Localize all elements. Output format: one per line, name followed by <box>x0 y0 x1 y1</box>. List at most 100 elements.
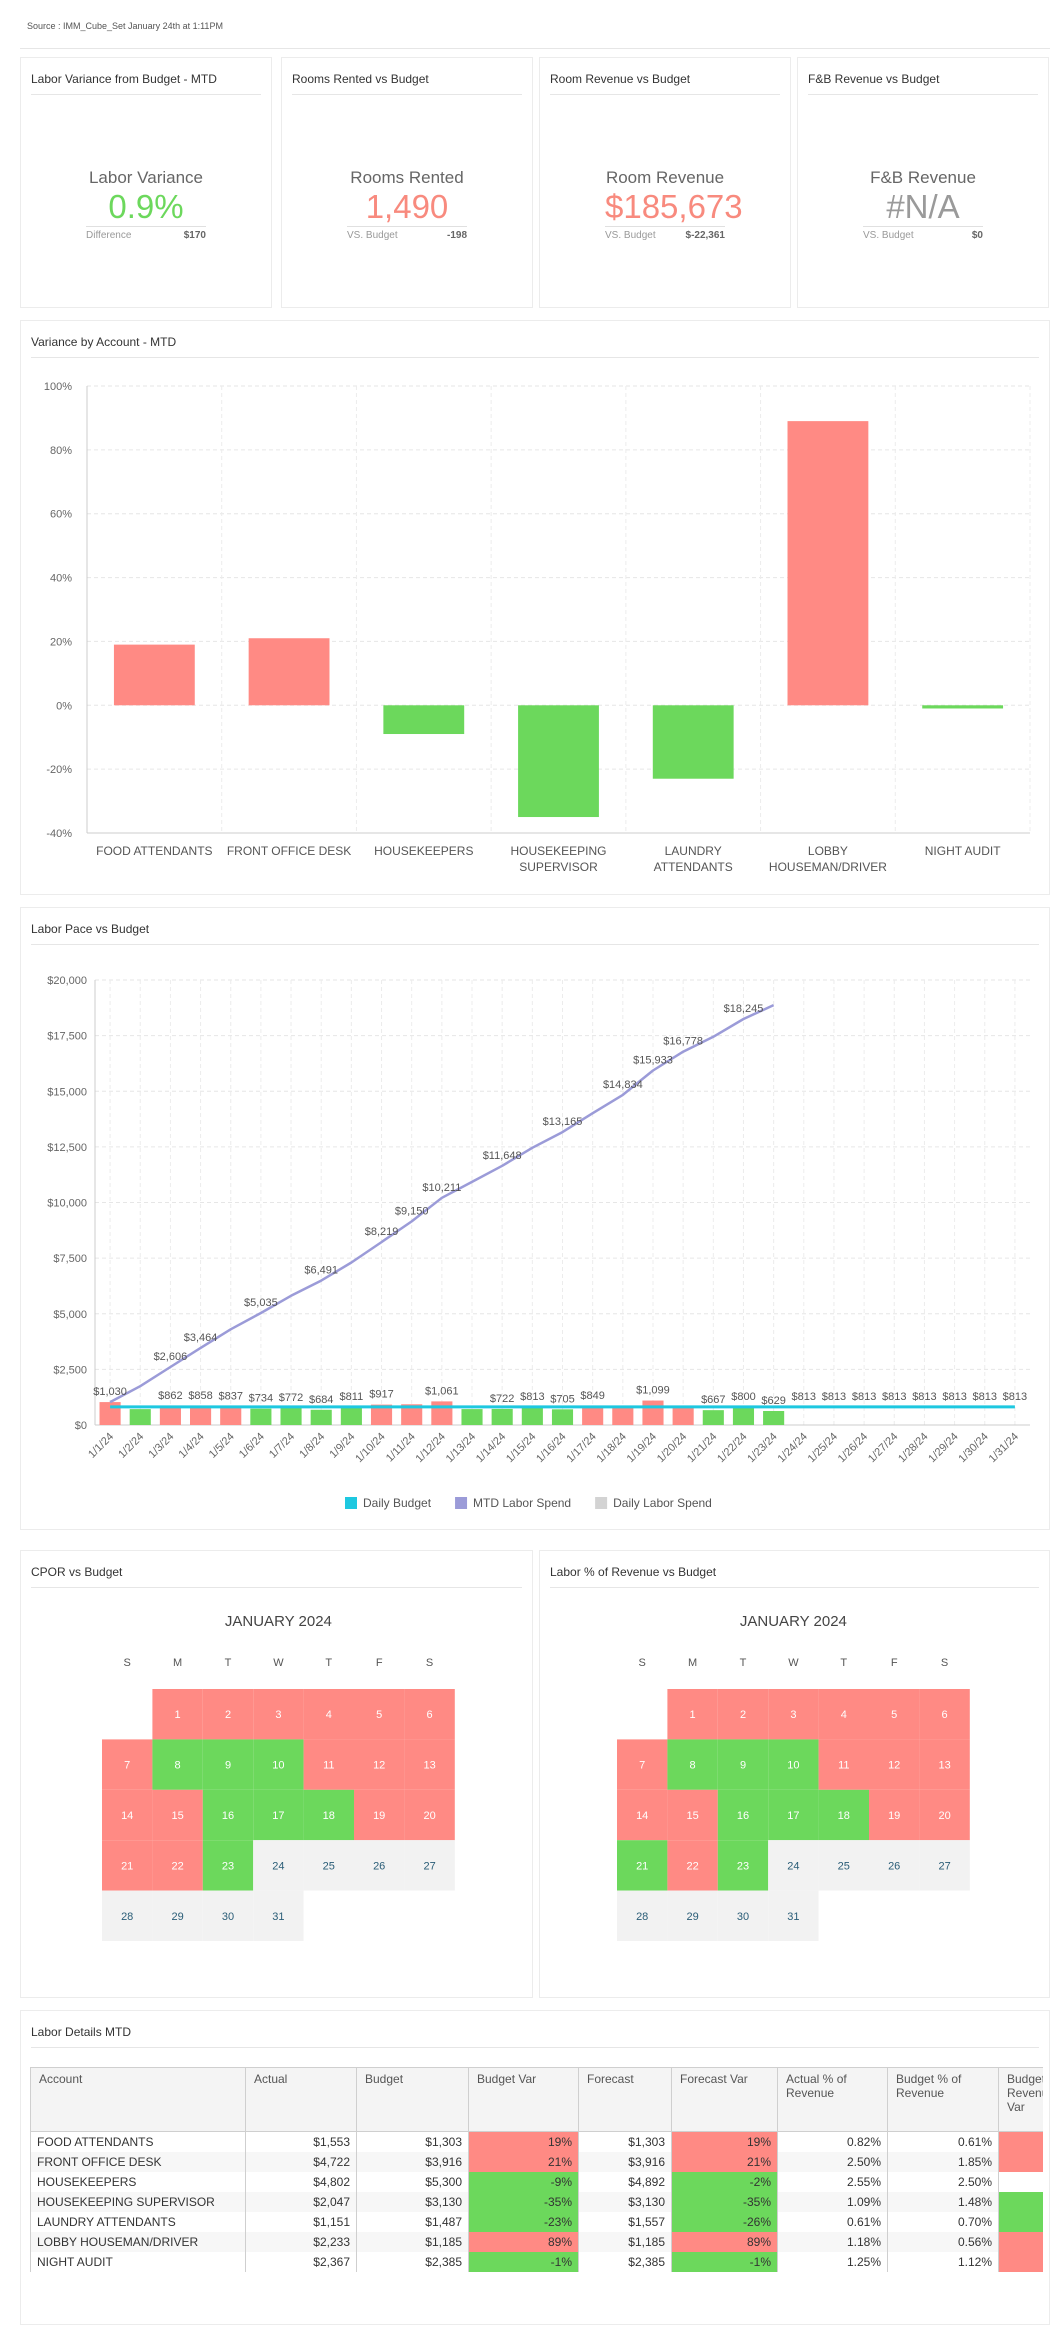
day-cell <box>253 1789 304 1841</box>
day-number: 29 <box>686 1911 698 1923</box>
table-cell <box>998 2232 1043 2252</box>
data-label: $813 <box>792 1391 816 1403</box>
calendar-month: JANUARY 2024 <box>225 1613 332 1630</box>
table-cell: 0.82% <box>777 2131 888 2152</box>
day-number: 16 <box>222 1810 234 1822</box>
legend-swatch <box>595 1497 608 1509</box>
table-cell: $3,130 <box>578 2192 672 2212</box>
x-tick-label: 1/5/24 <box>207 1431 237 1461</box>
bar <box>190 1405 212 1425</box>
source-note: Source : IMM_Cube_Set January 24th at 1:… <box>27 21 223 31</box>
table-cell: 21% <box>671 2152 778 2172</box>
table-cell: 1.25% <box>777 2252 888 2272</box>
data-label: $813 <box>882 1391 906 1403</box>
bar <box>702 1410 724 1425</box>
day-cell <box>354 1739 405 1790</box>
table-cell: LAUNDRY ATTENDANTS <box>30 2212 246 2232</box>
table-head: Account Actual Budget Budget Var Forecast For… <box>30 2067 1043 2132</box>
day-number: 11 <box>323 1760 334 1772</box>
day-number: 4 <box>326 1709 332 1721</box>
bar <box>672 1406 694 1425</box>
day-number: 27 <box>423 1860 435 1872</box>
day-cell <box>152 1789 203 1841</box>
table-cell: 89% <box>671 2232 778 2252</box>
day-number: 6 <box>942 1709 948 1721</box>
data-label: $862 <box>158 1390 182 1402</box>
day-number: 18 <box>323 1810 335 1822</box>
y-tick-label: $2,500 <box>53 1364 87 1376</box>
column-header: Actual % of Revenue <box>777 2067 888 2132</box>
column-header: Budget Var <box>468 2067 579 2132</box>
day-cell <box>102 1789 153 1841</box>
legend-swatch <box>345 1497 357 1509</box>
weekday-label: M <box>173 1657 182 1669</box>
bar <box>159 1405 181 1425</box>
y-tick-label: 20% <box>50 636 72 648</box>
kpi-sub-label: VS. Budget <box>605 230 656 241</box>
day-cell <box>667 1840 718 1891</box>
day-cell <box>152 1890 203 1941</box>
x-tick-label: 1/2/24 <box>116 1431 146 1461</box>
day-cell <box>869 1789 920 1841</box>
bar <box>340 1406 362 1425</box>
table-cell: 2.50% <box>887 2172 999 2192</box>
day-number: 3 <box>790 1709 796 1721</box>
bar <box>250 1408 272 1425</box>
day-cell <box>768 1739 819 1790</box>
data-label: $813 <box>942 1391 966 1403</box>
day-number: 10 <box>787 1760 799 1772</box>
x-tick-label: 1/12/24 <box>414 1431 448 1465</box>
data-label: $813 <box>1003 1391 1027 1403</box>
table-cell <box>998 2131 1043 2152</box>
card: Labor Variance from Budget - MTD Labor Va… <box>20 57 272 308</box>
bar <box>370 1404 393 1425</box>
x-tick-label: 1/28/24 <box>896 1431 930 1465</box>
data-label: $813 <box>912 1391 936 1403</box>
day-number: 1 <box>175 1709 181 1721</box>
day-cell <box>869 1840 920 1891</box>
y-tick-label: $5,000 <box>53 1309 87 1321</box>
day-cell <box>404 1840 455 1891</box>
day-cell <box>717 1689 769 1740</box>
day-cell <box>354 1689 405 1740</box>
labor-table: Account Actual Budget Budget Var Forecast For… <box>30 2067 1043 2272</box>
x-tick-label: 1/18/24 <box>595 1431 629 1465</box>
day-number: 30 <box>222 1911 234 1923</box>
day-number: 26 <box>373 1860 385 1872</box>
day-cell <box>919 1840 970 1891</box>
day-cell <box>717 1789 769 1841</box>
x-tick-label: 1/30/24 <box>956 1431 990 1465</box>
kpi-sub: VS. Budget -198 <box>347 230 467 241</box>
bar <box>248 638 330 706</box>
table-cell: $2,233 <box>245 2232 357 2252</box>
day-cell <box>869 1689 920 1740</box>
table-cell: $1,151 <box>245 2212 357 2232</box>
day-number: 2 <box>740 1709 746 1721</box>
weekday-label: T <box>225 1657 232 1669</box>
table-cell: $1,557 <box>578 2212 672 2232</box>
card-title: Rooms Rented vs Budget <box>292 72 522 95</box>
bar <box>642 1400 664 1425</box>
legend-label: Daily Budget <box>363 1496 432 1510</box>
kpi-block: Room Revenue $185,673 VS. Budget $-22,361 <box>605 168 743 241</box>
card-title: Labor Details MTD <box>31 2025 1039 2048</box>
day-number: 13 <box>938 1760 950 1772</box>
kpi-sub: VS. Budget $0 <box>863 230 983 241</box>
y-tick-label: $12,500 <box>47 1142 87 1154</box>
day-cell <box>202 1789 254 1841</box>
x-tick-label: 1/27/24 <box>866 1431 900 1465</box>
table-cell: $2,385 <box>356 2252 469 2272</box>
kpi-sub-value: $-22,361 <box>685 230 725 241</box>
x-tick-label: 1/10/24 <box>353 1431 387 1465</box>
table-cell: $1,553 <box>245 2131 357 2152</box>
day-cell <box>253 1739 304 1790</box>
table-cell: $3,916 <box>356 2152 469 2172</box>
divider <box>20 48 1050 49</box>
kpi-sub: VS. Budget $-22,361 <box>605 230 725 241</box>
x-tick-label: 1/6/24 <box>237 1431 267 1461</box>
table-row: HOUSEKEEPERS $4,802 $5,300 -9% $4,892 -2% 2.55… <box>30 2172 1043 2192</box>
day-number: 7 <box>124 1760 130 1772</box>
table-cell: HOUSEKEEPERS <box>30 2172 246 2192</box>
kpi-value: $185,673 <box>605 188 743 227</box>
kpi-value: #N/A <box>863 188 983 227</box>
